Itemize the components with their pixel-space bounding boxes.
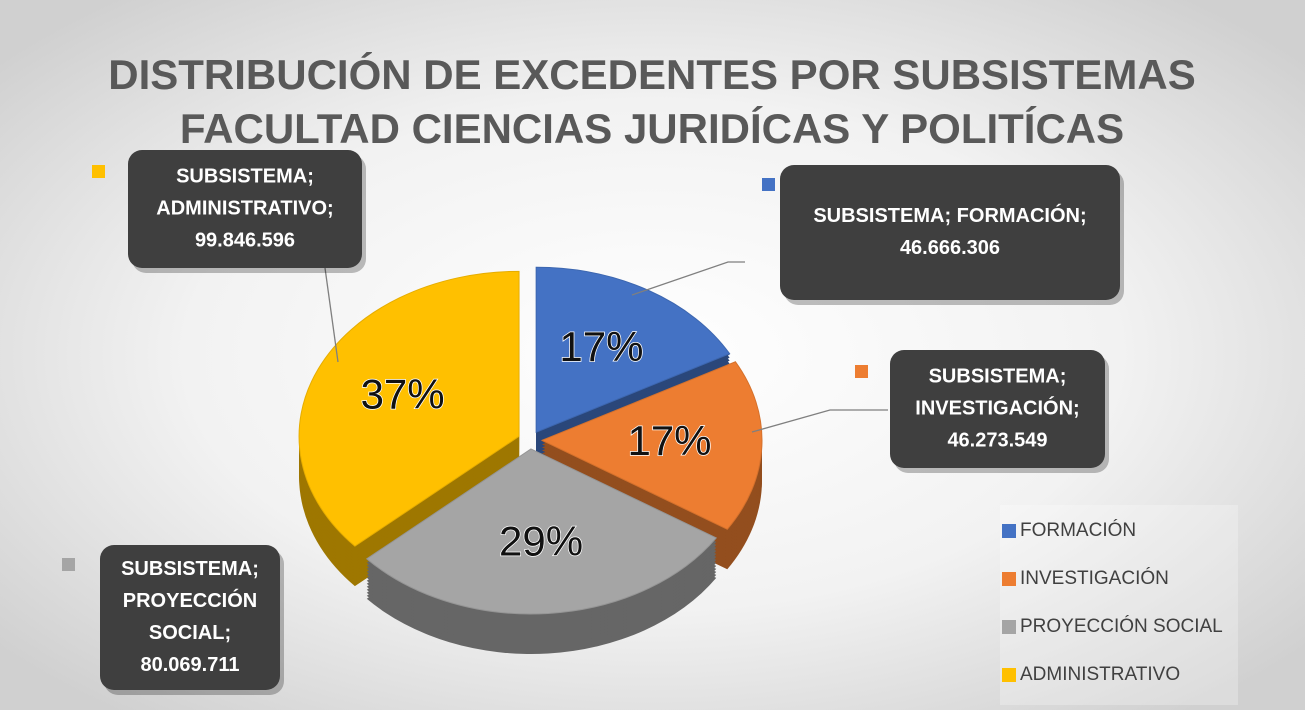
legend-swatch (1002, 620, 1016, 634)
callout-text: SUBSISTEMA; (176, 165, 314, 187)
leader-line (631, 261, 745, 296)
callout-key (762, 178, 775, 191)
chart-title: DISTRIBUCIÓN DE EXCEDENTES POR SUBSISTEM… (108, 50, 1195, 98)
legend-box (1000, 505, 1238, 705)
callout-value: 80.069.711 (141, 654, 240, 676)
legend-swatch (1002, 572, 1016, 586)
callout-text: SUBSISTEMA; FORMACIÓN; (813, 203, 1086, 227)
callout-text: SOCIAL; (149, 622, 231, 644)
callout-text: INVESTIGACIÓN; (915, 395, 1079, 419)
slice (298, 270, 520, 547)
callout-box (128, 150, 362, 268)
slice (365, 448, 718, 615)
slice (540, 361, 763, 530)
callout-box (890, 350, 1105, 468)
legend-label: FORMACIÓN (1020, 519, 1136, 541)
callout-key (855, 365, 868, 378)
callout-value: 46.273.549 (947, 429, 1047, 451)
callout-text: SUBSISTEMA; (121, 558, 259, 580)
legend-swatch (1002, 524, 1016, 538)
callout-box (780, 165, 1120, 300)
leader-line (324, 267, 339, 363)
callout-key (92, 165, 105, 178)
callout-text: PROYECCIÓN (123, 588, 257, 612)
legend-label: PROYECCIÓN SOCIAL (1020, 615, 1223, 637)
callout-value: 99.846.596 (195, 229, 295, 251)
legend-label: ADMINISTRATIVO (1020, 664, 1180, 685)
slice (535, 266, 731, 434)
percent-label: 17% (559, 323, 643, 370)
chart-title: FACULTAD CIENCIAS JURIDÍCAS Y POLITÍCAS (180, 105, 1124, 152)
callout-box (100, 545, 280, 690)
leader-line (751, 409, 888, 433)
percent-label: 29% (499, 517, 583, 564)
percent-label: 17% (627, 417, 711, 464)
legend-swatch (1002, 668, 1016, 682)
callout-value: 46.666.306 (900, 237, 1000, 259)
callout-text: ADMINISTRATIVO; (156, 197, 333, 219)
callout-key (62, 558, 75, 571)
legend-label: INVESTIGACIÓN (1020, 567, 1169, 589)
callout-text: SUBSISTEMA; (929, 365, 1067, 387)
percent-label: 37% (361, 370, 445, 417)
